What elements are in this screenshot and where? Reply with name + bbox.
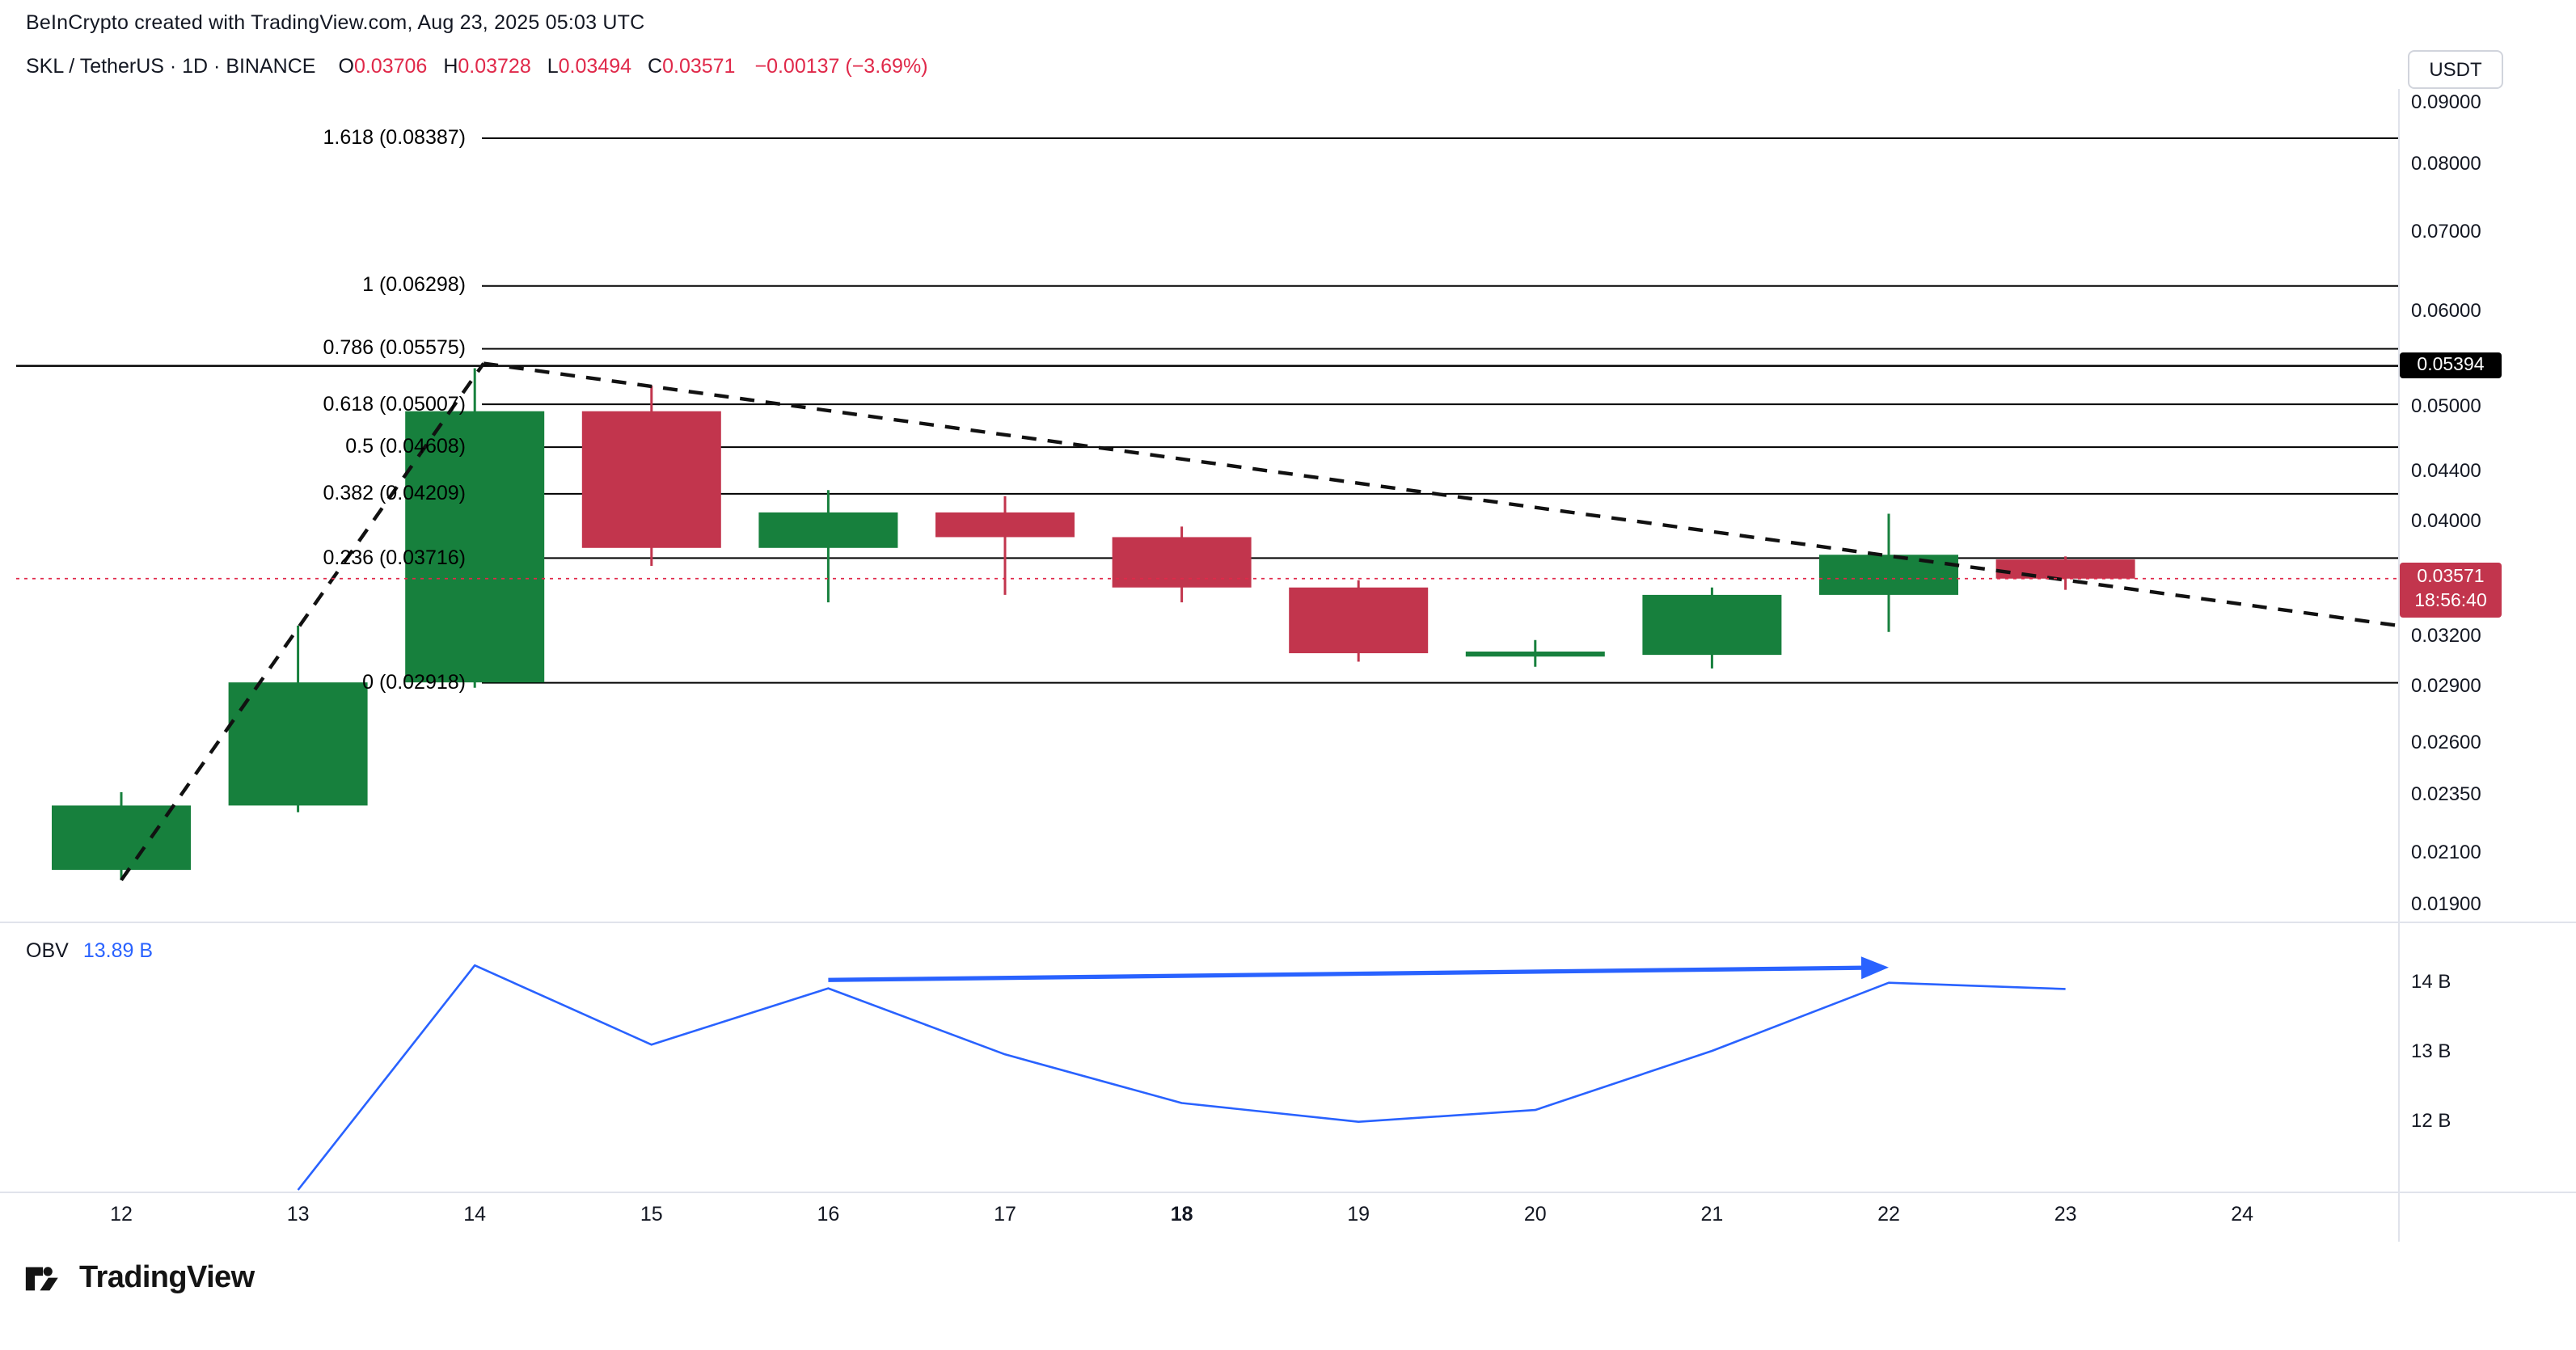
price-axis-tick: 0.04400 (2411, 459, 2481, 483)
chart-legend: SKL / TetherUS · 1D · BINANCE O0.03706 H… (26, 55, 928, 78)
time-axis-tick: 15 (640, 1203, 663, 1226)
dashed-trendline[interactable] (120, 362, 485, 882)
candle-body (228, 682, 368, 806)
credit-line: BeInCrypto created with TradingView.com,… (26, 11, 645, 34)
price-axis-tick: 0.07000 (2411, 220, 2481, 243)
fib-level-label: 0.786 (0.05575) (323, 336, 466, 360)
obv-arrow-line[interactable] (828, 965, 1873, 982)
candle[interactable] (935, 496, 1075, 595)
ohlc-open: O0.03706 (338, 55, 437, 78)
candle[interactable] (1465, 639, 1605, 667)
candle-countdown: 18:56:40 (2414, 592, 2487, 611)
candle-body (1819, 555, 1958, 595)
price-axis-tick: 0.09000 (2411, 91, 2481, 113)
candle-body (1465, 651, 1605, 657)
panel-separator-bottom[interactable] (0, 1192, 2576, 1193)
obv-indicator-label[interactable]: OBV (26, 939, 69, 962)
candle-body (405, 411, 545, 683)
time-axis-tick: 19 (1347, 1203, 1370, 1226)
last-price-value: 0.03571 (2417, 567, 2485, 587)
panel-separator-top[interactable] (0, 922, 2576, 923)
time-axis-tick: 23 (2054, 1203, 2077, 1226)
low-value: 0.03494 (558, 55, 632, 78)
low-label: L (547, 55, 559, 78)
ohlc-close: C0.03571 (648, 55, 745, 78)
candle[interactable] (1112, 526, 1252, 603)
price-axis-tick: 0.03200 (2411, 623, 2481, 647)
high-label: H (443, 55, 458, 78)
candle-body (758, 512, 898, 548)
price-axis-tick: 0.05000 (2411, 394, 2481, 416)
candle[interactable] (228, 625, 368, 812)
level-price-tag: 0.05394 (2400, 352, 2502, 378)
candle[interactable] (1995, 556, 2135, 590)
dashed-trendline[interactable] (483, 361, 2399, 628)
candle[interactable] (1289, 580, 1429, 662)
obv-axis-tick: 13 B (2411, 1040, 2451, 1062)
obv-axis-tick: 14 B (2411, 970, 2451, 993)
price-axis-separator (2398, 89, 2400, 1242)
price-axis-tick: 0.06000 (2411, 299, 2481, 323)
tradingview-brand-text: TradingView (79, 1260, 255, 1294)
obv-axis-tick: 12 B (2411, 1109, 2451, 1132)
ohlc-high: H0.03728 (443, 55, 540, 78)
candle-body (52, 805, 191, 871)
obv-legend: OBV 13.89 B (26, 939, 153, 962)
fib-level-label: 0 (0.02918) (362, 670, 466, 694)
fib-level-label: 1.618 (0.08387) (323, 126, 466, 149)
fib-level-label: 0.5 (0.04608) (345, 435, 466, 458)
time-axis-tick: 24 (2231, 1203, 2254, 1226)
price-axis-tick: 0.08000 (2411, 151, 2481, 175)
price-axis-tick: 0.02900 (2411, 674, 2481, 698)
candle[interactable] (405, 368, 545, 688)
candle-body (1995, 559, 2135, 579)
time-axis-tick: 18 (1170, 1203, 1193, 1226)
candle[interactable] (1819, 513, 1958, 632)
candle-body (1112, 537, 1252, 588)
price-axis-tick: 0.01900 (2411, 892, 2481, 916)
candle-body (1642, 594, 1782, 656)
close-value: 0.03571 (662, 55, 736, 78)
open-label: O (338, 55, 354, 78)
time-axis-tick: 21 (1700, 1203, 1724, 1226)
close-label: C (648, 55, 663, 78)
obv-line[interactable] (297, 964, 2066, 1191)
candle-body (1289, 587, 1429, 654)
candle[interactable] (758, 490, 898, 603)
change-readout: −0.00137 (−3.69%) (754, 55, 928, 78)
high-value: 0.03728 (458, 55, 531, 78)
time-axis-tick: 12 (110, 1203, 133, 1226)
obv-indicator-value: 13.89 B (82, 939, 153, 962)
time-axis-tick: 14 (463, 1203, 487, 1226)
obv-arrowhead-icon (1860, 956, 1889, 980)
time-axis-tick: 13 (286, 1203, 310, 1226)
price-axis-tick: 0.02100 (2411, 841, 2481, 864)
fib-level-label: 1 (0.06298) (362, 273, 466, 297)
candle-body (581, 411, 721, 548)
ohlc-low: L0.03494 (547, 55, 641, 78)
candle[interactable] (52, 792, 191, 880)
fib-level-label: 0.382 (0.04209) (323, 481, 466, 504)
fib-level-label: 0.618 (0.05007) (323, 392, 466, 416)
candle[interactable] (1642, 587, 1782, 669)
last-price-tag: 0.03571 18:56:40 (2400, 563, 2502, 618)
currency-unit-button[interactable]: USDT (2408, 50, 2503, 89)
candle-body (935, 512, 1075, 538)
time-axis-tick: 22 (1877, 1203, 1900, 1226)
candle[interactable] (581, 386, 721, 567)
time-axis-tick: 20 (1523, 1203, 1547, 1226)
tradingview-branding[interactable]: TradingView (23, 1256, 255, 1300)
price-axis-tick: 0.02600 (2411, 731, 2481, 754)
price-axis-tick: 0.04000 (2411, 508, 2481, 532)
fib-level-label: 0.236 (0.03716) (323, 546, 466, 569)
price-axis-tick: 0.02350 (2411, 783, 2481, 806)
time-axis-tick: 16 (817, 1203, 840, 1226)
tradingview-logo-icon (25, 1267, 58, 1291)
open-value: 0.03706 (353, 55, 428, 78)
symbol-title[interactable]: SKL / TetherUS · 1D · BINANCE (26, 55, 316, 78)
time-axis-tick: 17 (994, 1203, 1016, 1226)
